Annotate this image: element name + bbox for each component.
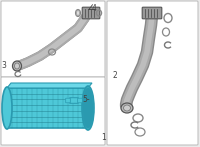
Text: 1: 1 [102, 132, 106, 142]
FancyBboxPatch shape [107, 1, 198, 145]
Text: 4: 4 [92, 4, 96, 12]
FancyBboxPatch shape [1, 1, 105, 77]
Ellipse shape [83, 88, 93, 128]
Ellipse shape [124, 105, 130, 111]
Text: 2: 2 [113, 71, 117, 80]
Ellipse shape [2, 87, 12, 129]
Ellipse shape [121, 103, 133, 113]
FancyBboxPatch shape [142, 7, 162, 19]
Ellipse shape [12, 61, 22, 71]
Text: 5-: 5- [82, 96, 90, 105]
Ellipse shape [82, 86, 94, 130]
Ellipse shape [14, 63, 20, 69]
FancyBboxPatch shape [66, 98, 70, 103]
FancyBboxPatch shape [82, 7, 100, 19]
FancyBboxPatch shape [78, 98, 82, 103]
Ellipse shape [76, 10, 80, 16]
Bar [7, 88, 88, 128]
Ellipse shape [76, 10, 80, 15]
FancyBboxPatch shape [1, 77, 105, 145]
FancyBboxPatch shape [70, 98, 78, 103]
Polygon shape [7, 83, 92, 88]
Text: 3: 3 [2, 61, 6, 70]
